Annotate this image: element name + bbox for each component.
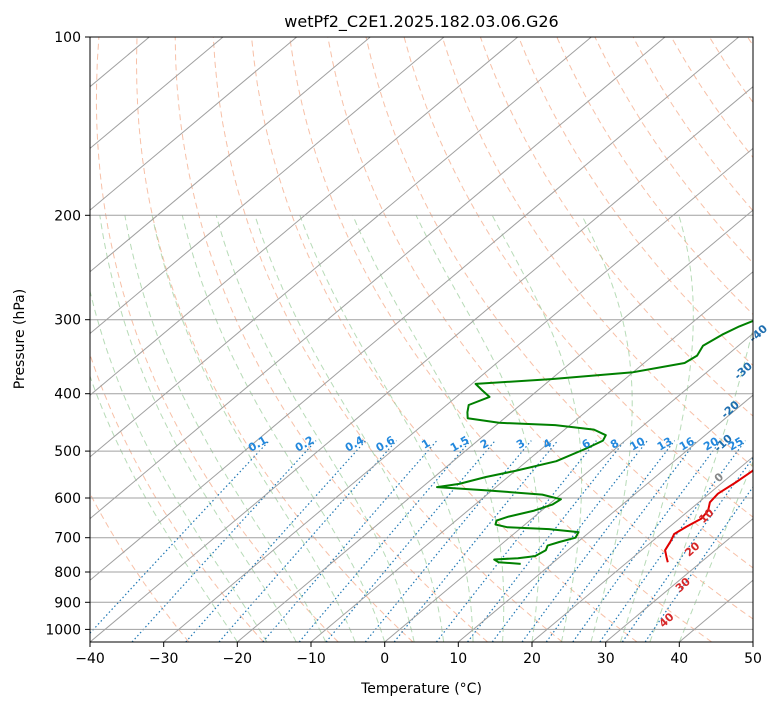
- mixing-ratio-line: [90, 440, 270, 634]
- x-tick-label: −10: [296, 651, 326, 667]
- temperature-profile: [664, 468, 753, 563]
- isotherm: [163, 147, 753, 642]
- moist-adiabat: [90, 374, 238, 642]
- mixing-ratio-line: [185, 440, 367, 642]
- y-tick-label: 900: [54, 595, 81, 611]
- isotherm: [90, 37, 592, 458]
- moist-adiabat: [581, 215, 633, 642]
- y-tick-label: 600: [54, 491, 81, 507]
- isotherm: [457, 394, 753, 642]
- x-tick-label: −20: [223, 651, 253, 667]
- isotherm: [90, 37, 740, 581]
- moist-adiabat: [99, 215, 297, 642]
- x-tick-label: 40: [670, 651, 688, 667]
- moist-adiabat: [215, 215, 415, 642]
- dry-adiabat: [365, 37, 753, 569]
- y-tick-label: 500: [54, 444, 81, 460]
- isotherm: [236, 209, 753, 642]
- mixing-ratio-line: [545, 440, 698, 642]
- mixing-ratio-line: [262, 440, 438, 642]
- x-axis-label: Temperature (°C): [360, 681, 482, 697]
- plot-frame: [89, 36, 754, 643]
- isotherm: [531, 456, 753, 642]
- y-tick-label: 200: [54, 208, 81, 224]
- x-tick-label: 20: [523, 651, 541, 667]
- isotherm: [90, 37, 666, 520]
- dry-adiabat: [174, 37, 488, 642]
- moist-adiabat: [299, 215, 474, 642]
- dry-adiabat: [212, 37, 563, 642]
- moist-adiabat: [254, 215, 445, 642]
- dry-adiabat: [90, 492, 190, 642]
- dry-adiabat: [518, 37, 753, 367]
- isotherm: [384, 332, 753, 642]
- moist-adiabat: [151, 215, 356, 642]
- x-tick-label: 50: [744, 651, 762, 667]
- mixing-ratio-line: [572, 440, 722, 642]
- mixing-ratio-line: [131, 440, 317, 642]
- y-tick-label: 100: [54, 30, 81, 46]
- isotherm: [90, 37, 224, 150]
- dry-adiabat-label: -50: [771, 273, 775, 296]
- y-tick-label: 400: [54, 387, 81, 403]
- dry-adiabat: [135, 37, 414, 642]
- isotherm: [310, 271, 753, 642]
- isotherm: [90, 37, 445, 335]
- mixing-ratio-line: [467, 440, 626, 642]
- moist-adiabat: [352, 215, 505, 642]
- moist-adiabat: [491, 215, 583, 642]
- moist-adiabat: [649, 325, 753, 642]
- y-tick-label: 300: [54, 313, 81, 329]
- isotherm: [90, 37, 298, 211]
- dry-adiabat: [441, 37, 753, 468]
- y-tick-label: 700: [54, 531, 81, 547]
- x-tick-label: 0: [380, 651, 389, 667]
- x-tick-label: 10: [449, 651, 467, 667]
- dry-adiabat: [327, 37, 753, 620]
- isotherm: [605, 517, 753, 642]
- moist-adiabat: [90, 289, 268, 642]
- dry-adiabat: [479, 37, 753, 417]
- chart-title: wetPf2_C2E1.2025.182.03.06.G26: [284, 12, 558, 32]
- isotherm: [90, 86, 753, 642]
- mixing-ratio-line: [393, 440, 559, 642]
- dry-adiabat: [251, 37, 638, 642]
- y-tick-label: 800: [54, 565, 81, 581]
- x-tick-label: 30: [597, 651, 615, 667]
- y-axis-label: Pressure (hPa): [12, 289, 28, 389]
- mixing-ratio-line: [218, 440, 397, 642]
- moist-adiabat: [678, 460, 753, 642]
- moist-adiabat: [124, 215, 327, 642]
- y-tick-label: 1000: [45, 622, 81, 638]
- dry-adiabat: [90, 353, 264, 642]
- isotherm: [90, 37, 371, 273]
- dewpoint-profile: [436, 319, 753, 565]
- x-tick-label: −30: [149, 651, 179, 667]
- dry-adiabat: [556, 37, 753, 316]
- isotherm: [90, 37, 519, 396]
- x-tick-label: −40: [75, 651, 105, 667]
- mixing-ratio-line: [364, 440, 532, 642]
